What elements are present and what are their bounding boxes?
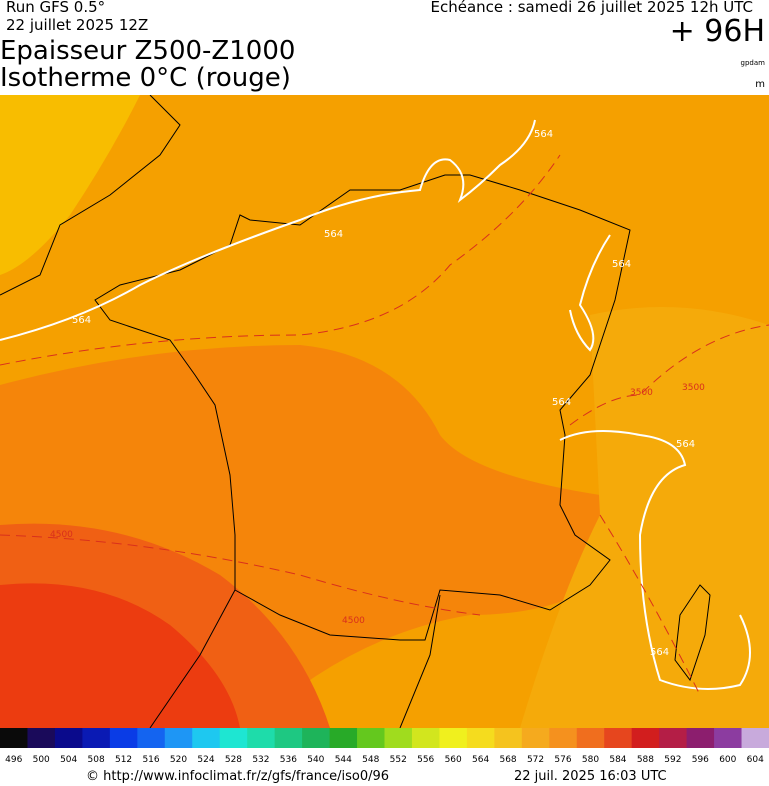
scale-label: 572 bbox=[527, 755, 544, 765]
contour-label: 564 bbox=[72, 315, 91, 326]
scale-swatch bbox=[109, 728, 138, 748]
scale-label: 580 bbox=[582, 755, 599, 765]
field bbox=[0, 583, 240, 728]
footer-url: © http://www.infoclimat.fr/z/gfs/france/… bbox=[86, 769, 390, 784]
contour-labels: 564 564 564 564 564 564 564 bbox=[72, 129, 695, 658]
contour-label: 564 bbox=[324, 229, 343, 240]
scale-swatch bbox=[521, 728, 550, 748]
contour-label: 564 bbox=[650, 647, 669, 658]
scale-swatch bbox=[247, 728, 276, 748]
scale-label: 540 bbox=[307, 755, 324, 765]
scale-swatch bbox=[137, 728, 166, 748]
scale-swatch bbox=[576, 728, 605, 748]
contour-label: 564 bbox=[534, 129, 553, 140]
scale-label: 588 bbox=[637, 755, 654, 765]
scale-label: 496 bbox=[5, 755, 22, 765]
scale-swatch bbox=[219, 728, 248, 748]
scale-label: 516 bbox=[142, 755, 159, 765]
scale-label: 508 bbox=[88, 755, 105, 765]
scale-swatch bbox=[164, 728, 193, 748]
scale-swatch bbox=[27, 728, 56, 748]
scale-label: 544 bbox=[335, 755, 352, 765]
scale-swatch bbox=[631, 728, 660, 748]
scale-swatch bbox=[741, 728, 769, 748]
scale-swatch bbox=[54, 728, 83, 748]
run-date: 22 juillet 2025 12Z bbox=[6, 16, 149, 34]
unit: m bbox=[755, 79, 765, 90]
scale-swatch bbox=[686, 728, 715, 748]
scale-label: 536 bbox=[280, 755, 297, 765]
scale-label: 576 bbox=[554, 755, 571, 765]
scale-label: 504 bbox=[60, 755, 77, 765]
scale-label: 584 bbox=[609, 755, 626, 765]
scale-swatch bbox=[604, 728, 633, 748]
scale-label: 564 bbox=[472, 755, 489, 765]
scale-swatch bbox=[714, 728, 743, 748]
contour-label: 4500 bbox=[50, 530, 73, 540]
scale-swatch bbox=[466, 728, 495, 748]
contour-label: 564 bbox=[676, 439, 695, 450]
scale-label: 560 bbox=[445, 755, 462, 765]
scale-swatch bbox=[384, 728, 413, 748]
scale-swatch bbox=[274, 728, 303, 748]
color-scale: 496 500 504 508 512 516 520 524 528 532 536 540 544 5… bbox=[0, 728, 769, 765]
scale-label: 548 bbox=[362, 755, 379, 765]
scale-swatch bbox=[192, 728, 221, 748]
contour-label: 564 bbox=[552, 397, 571, 408]
title: Epaisseur Z500-Z1000 bbox=[0, 36, 296, 66]
scale-swatch bbox=[439, 728, 468, 748]
contour-label: 4500 bbox=[342, 616, 365, 626]
scale-label: 568 bbox=[499, 755, 516, 765]
scale-label: 528 bbox=[225, 755, 242, 765]
scale-label: 604 bbox=[747, 755, 764, 765]
scale-swatch bbox=[329, 728, 358, 748]
scale-label: 592 bbox=[664, 755, 681, 765]
scale-label: 552 bbox=[390, 755, 407, 765]
run-label: Run GFS 0.5° bbox=[6, 0, 106, 16]
scale-swatch bbox=[411, 728, 440, 748]
scale-swatch bbox=[82, 728, 111, 748]
scale-label: 600 bbox=[719, 755, 736, 765]
contour-label: 3500 bbox=[630, 388, 653, 398]
freezing-contour bbox=[0, 154, 769, 696]
field bbox=[0, 95, 140, 275]
lead-time: + 96H bbox=[669, 14, 765, 49]
contour-label: 564 bbox=[612, 259, 631, 270]
footer-date: 22 juil. 2025 16:03 UTC bbox=[514, 769, 667, 784]
valid-time: Echéance : samedi 26 juillet 2025 12h UT… bbox=[430, 0, 753, 16]
scale-label: 596 bbox=[692, 755, 709, 765]
scale-label: 556 bbox=[417, 755, 434, 765]
scale-label: 524 bbox=[197, 755, 214, 765]
scale-swatch bbox=[0, 728, 28, 748]
map: 564 564 564 564 564 564 564 3500 3500 45… bbox=[0, 95, 769, 728]
scale-label: 512 bbox=[115, 755, 132, 765]
unit: gpdam bbox=[740, 59, 765, 67]
contour-label: 3500 bbox=[682, 383, 705, 393]
thickness-contour bbox=[0, 119, 751, 690]
contour-labels: 3500 3500 4500 4500 bbox=[50, 383, 705, 626]
scale-swatch bbox=[494, 728, 523, 748]
scale-label: 500 bbox=[33, 755, 50, 765]
scale-label: 520 bbox=[170, 755, 187, 765]
subtitle: Isotherme 0°C (rouge) bbox=[0, 63, 291, 93]
scale-swatch bbox=[549, 728, 578, 748]
scale-swatch bbox=[302, 728, 331, 748]
scale-swatch bbox=[659, 728, 688, 748]
scale-label: 532 bbox=[252, 755, 269, 765]
scale-swatch bbox=[357, 728, 385, 748]
